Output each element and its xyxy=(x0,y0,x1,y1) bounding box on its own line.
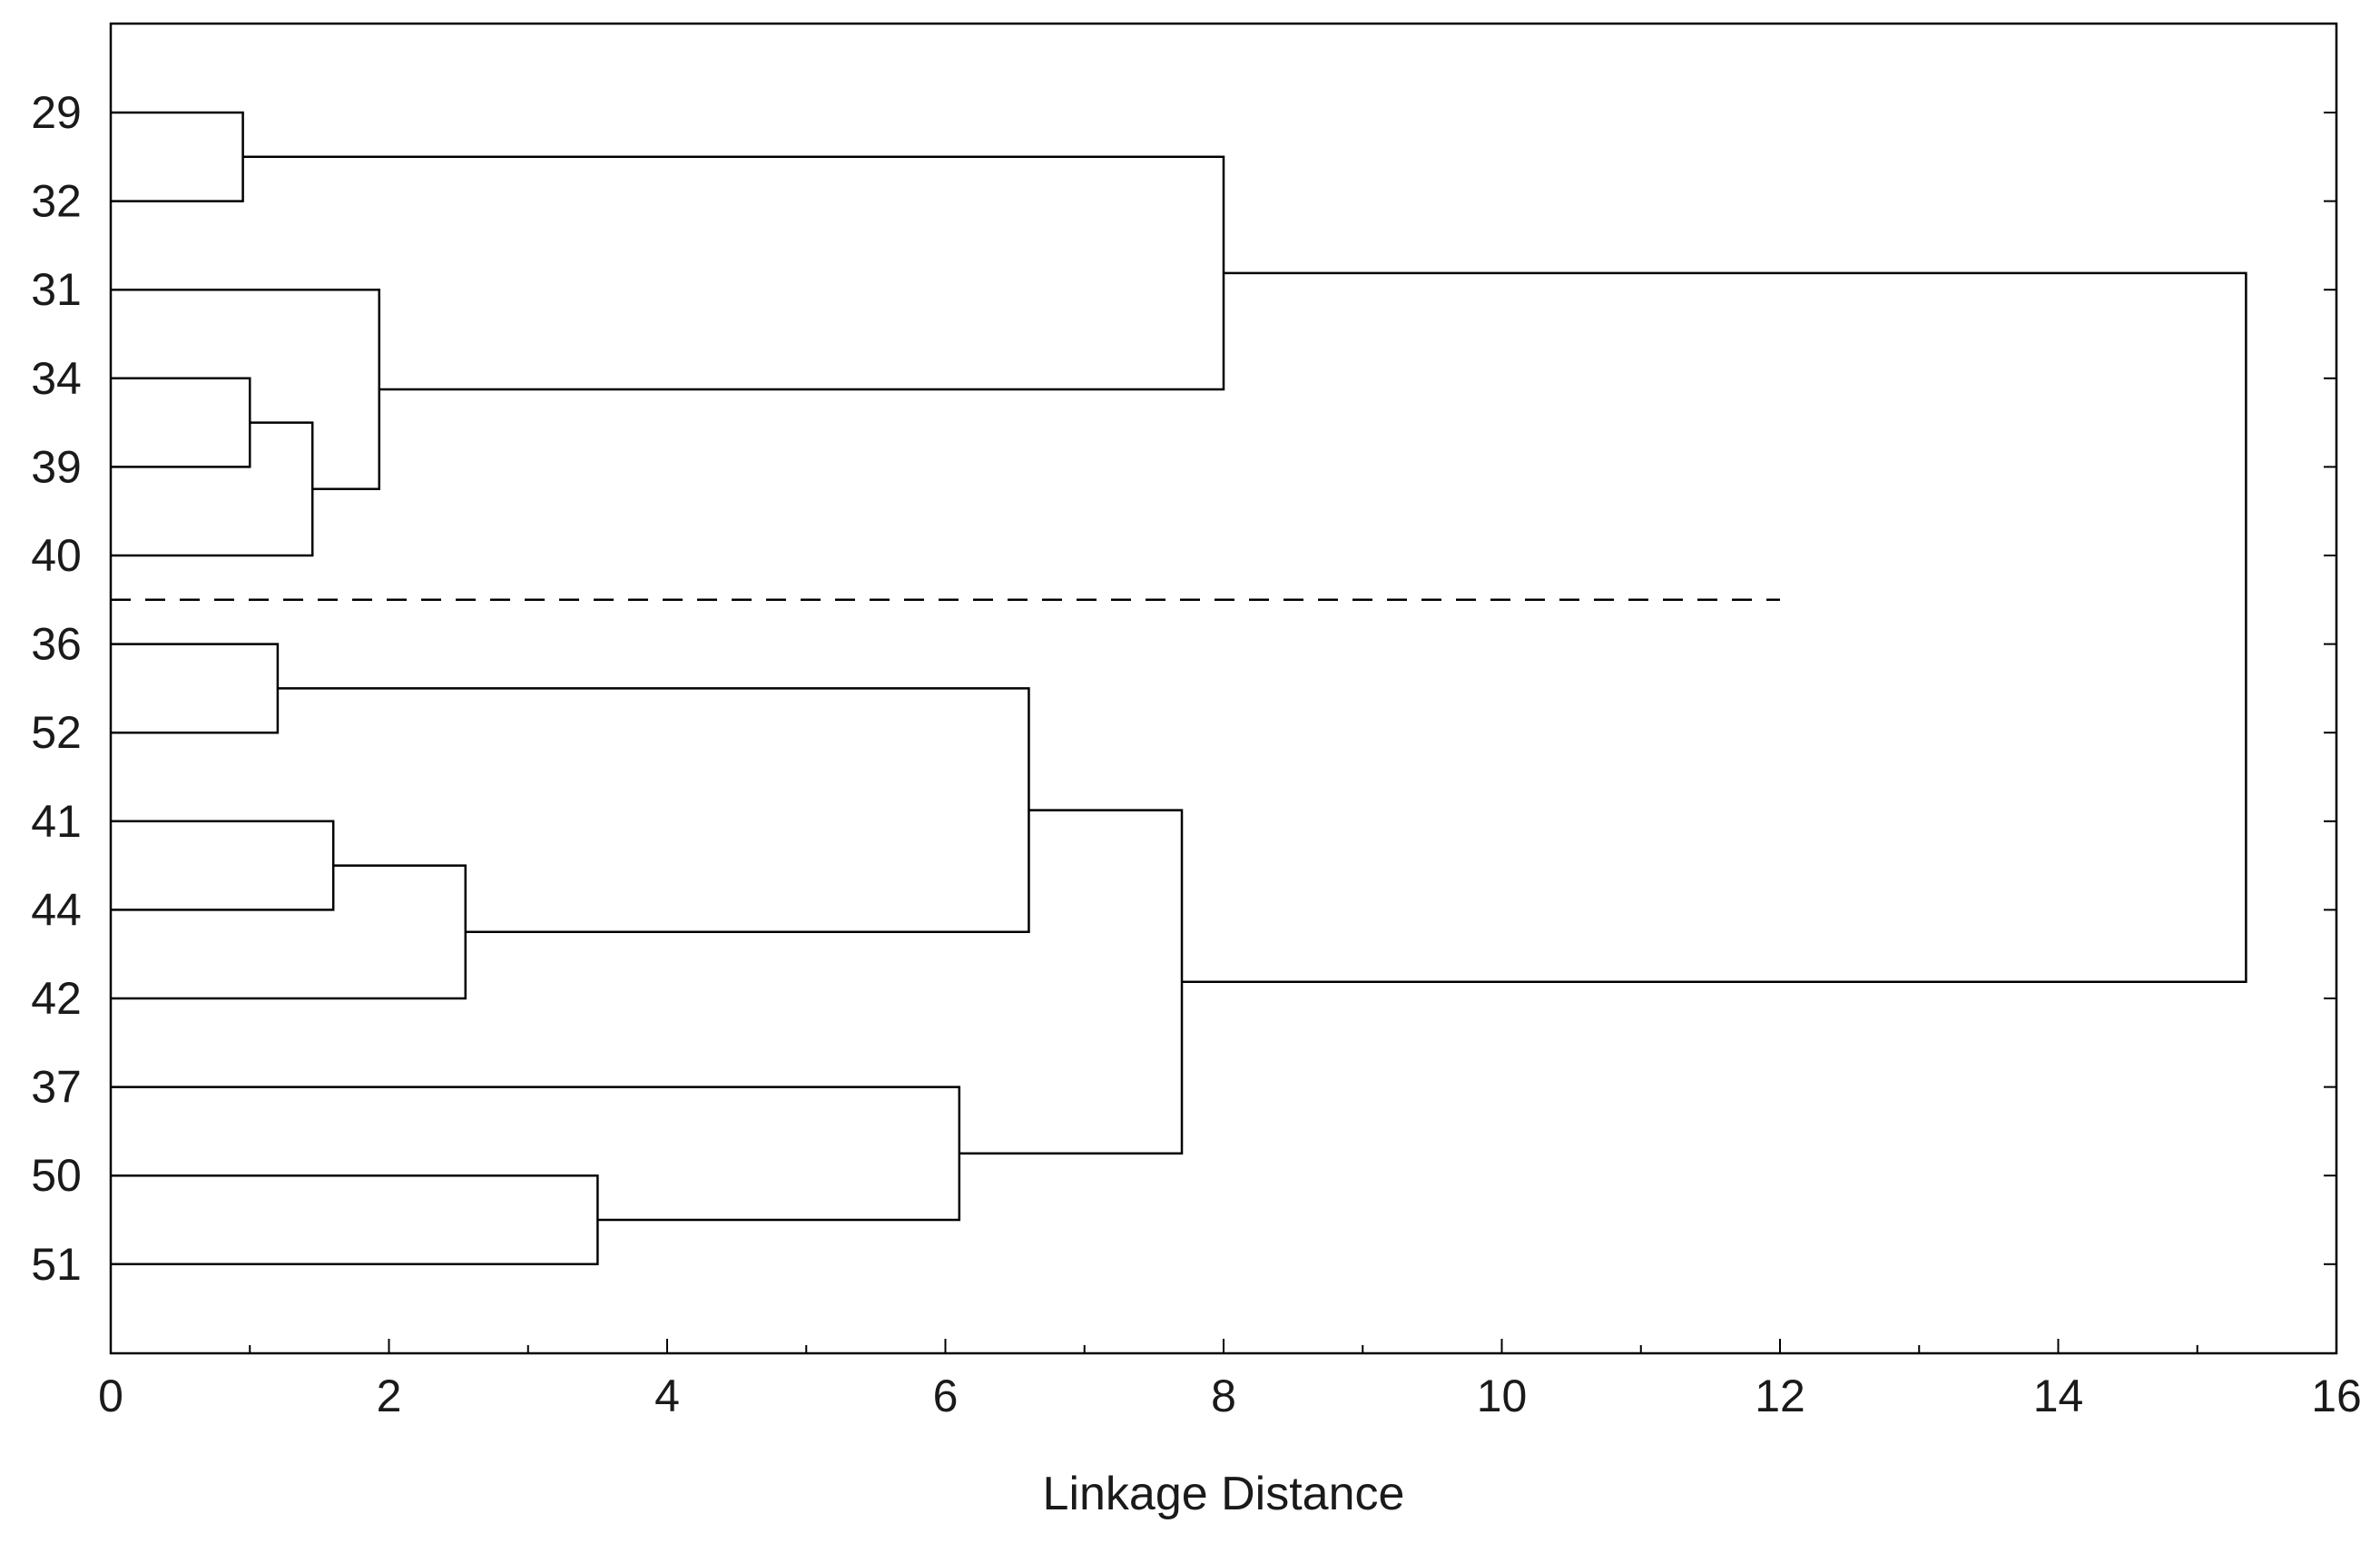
leaf-label: 32 xyxy=(31,176,82,227)
x-tick-label: 2 xyxy=(377,1371,402,1421)
leaf-label: 29 xyxy=(31,87,82,138)
x-tick-label: 4 xyxy=(654,1371,680,1421)
leaf-label: 37 xyxy=(31,1062,82,1113)
cluster-link xyxy=(111,1174,599,1266)
labels-group: 29 32 31 34 39 40 36 52 41 44 42 37 50 51 0 2 4 6 8 10 12 14 1… xyxy=(31,87,2362,1421)
leaf-label: 50 xyxy=(31,1150,82,1201)
leaf-label: 51 xyxy=(31,1239,82,1290)
cluster-link xyxy=(959,809,1184,1155)
leaf-label: 41 xyxy=(31,796,82,847)
cluster-link xyxy=(277,687,1030,934)
leaf-label: 40 xyxy=(31,530,82,581)
cluster-link xyxy=(242,155,1225,391)
cluster-link xyxy=(111,643,280,734)
leaf-label: 39 xyxy=(31,441,82,492)
leaf-label: 52 xyxy=(31,707,82,758)
leaf-label: 44 xyxy=(31,884,82,935)
cluster-link xyxy=(111,820,335,911)
x-tick-label: 8 xyxy=(1211,1371,1236,1421)
cluster-link xyxy=(1182,271,2247,983)
leaf-label: 36 xyxy=(31,619,82,670)
leaf-label: 31 xyxy=(31,264,82,315)
cluster-link xyxy=(111,1086,961,1222)
x-tick-label: 6 xyxy=(933,1371,959,1421)
cluster-link xyxy=(111,377,251,468)
ticks-group xyxy=(110,112,2337,1353)
x-tick-label: 14 xyxy=(2033,1371,2084,1421)
cluster-link xyxy=(111,864,467,1000)
x-tick-label: 16 xyxy=(2311,1371,2362,1421)
x-tick-label: 10 xyxy=(1477,1371,1528,1421)
cluster-link xyxy=(111,421,314,557)
x-tick-label: 0 xyxy=(98,1371,123,1421)
cluster-link xyxy=(111,111,244,202)
x-axis-title: Linkage Distance xyxy=(1043,1468,1405,1520)
leaf-label: 34 xyxy=(31,353,82,404)
cluster-link xyxy=(111,288,381,491)
leaf-label: 42 xyxy=(31,973,82,1024)
x-tick-label: 12 xyxy=(1755,1371,1805,1421)
links-group xyxy=(111,111,2247,1266)
